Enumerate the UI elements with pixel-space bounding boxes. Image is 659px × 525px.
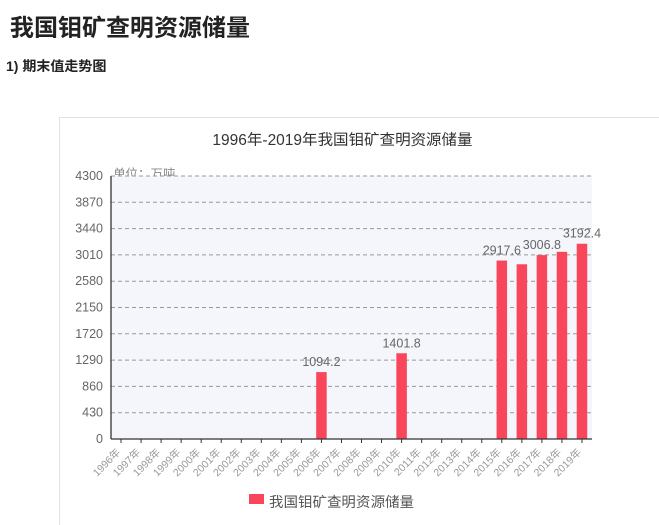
- svg-text:3870: 3870: [75, 195, 103, 209]
- svg-text:0: 0: [96, 432, 103, 446]
- svg-text:1094.2: 1094.2: [302, 355, 340, 369]
- svg-text:3192.4: 3192.4: [563, 227, 601, 241]
- svg-text:4300: 4300: [75, 169, 103, 183]
- svg-text:3010: 3010: [75, 248, 103, 262]
- svg-text:2917.6: 2917.6: [483, 244, 521, 258]
- svg-text:1401.8: 1401.8: [382, 336, 420, 350]
- svg-text:1290: 1290: [75, 353, 103, 367]
- svg-text:2580: 2580: [75, 274, 103, 288]
- svg-text:430: 430: [82, 406, 103, 420]
- svg-text:3440: 3440: [75, 222, 103, 236]
- svg-text:1720: 1720: [75, 327, 103, 341]
- svg-text:3006.8: 3006.8: [523, 238, 561, 252]
- svg-text:2150: 2150: [75, 301, 103, 315]
- svg-text:860: 860: [82, 379, 103, 393]
